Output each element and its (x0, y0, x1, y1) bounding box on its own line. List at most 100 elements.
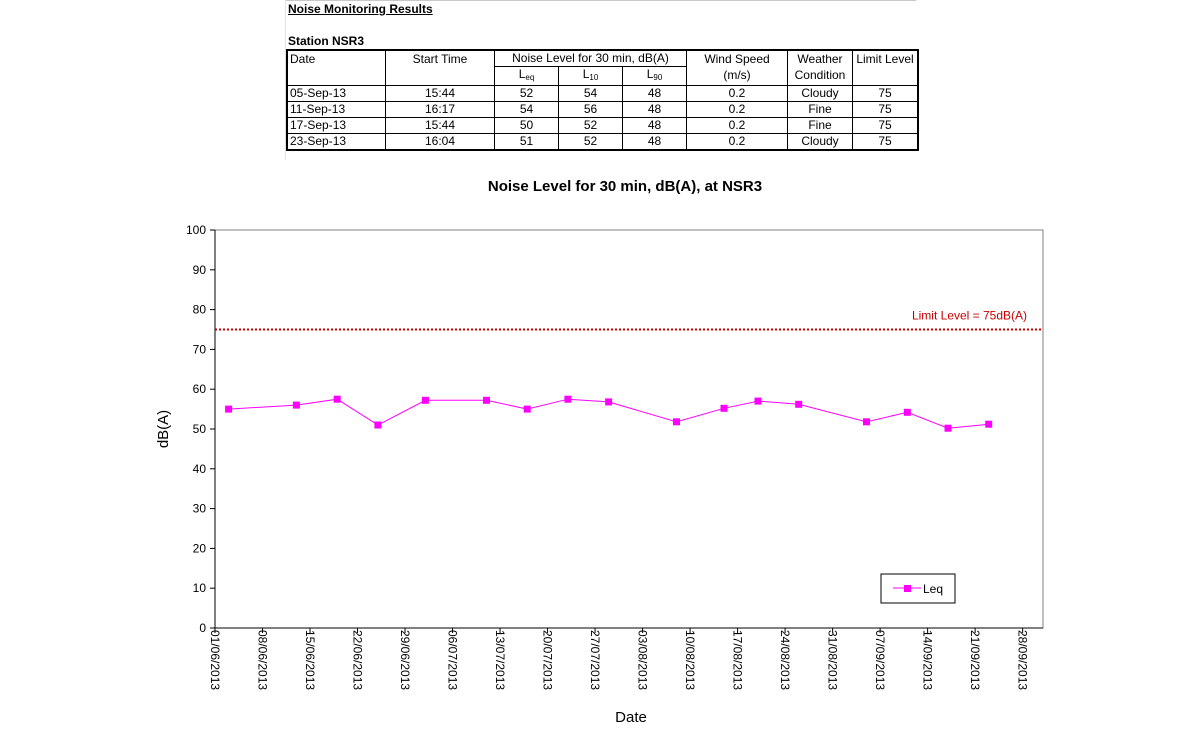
cell-leq: 51 (494, 133, 559, 151)
data-point (795, 400, 803, 408)
sheet-gridline (285, 0, 286, 160)
cell-limit: 75 (852, 117, 919, 134)
y-tick-label: 0 (199, 621, 206, 635)
plot-area (214, 229, 1044, 629)
data-point (720, 404, 728, 412)
l10-sub: 10 (589, 73, 599, 82)
x-axis-title: Date (615, 709, 647, 726)
x-tick-label: 20/07/2013 (541, 630, 555, 690)
l90-sub: 90 (653, 73, 663, 82)
y-tick-label: 20 (193, 541, 207, 555)
header-limit-level: Limit Level (852, 49, 919, 86)
header-l10: L10 (558, 66, 623, 86)
chart-legend: Leq (880, 573, 956, 604)
data-point (225, 405, 233, 413)
cell-weather: Cloudy (787, 85, 853, 102)
data-point (754, 397, 762, 405)
y-tick-label: 80 (193, 303, 207, 317)
table-row: 11-Sep-13 16:17 54 56 48 0.2 Fine 75 (286, 101, 919, 118)
cell-l90: 48 (622, 133, 687, 151)
data-point (863, 418, 870, 426)
x-tick-label: 31/08/2013 (826, 630, 840, 690)
series-layer (225, 395, 993, 432)
cell-wind: 0.2 (686, 85, 788, 102)
data-point (292, 401, 300, 409)
header-wind-line2: (m/s) (723, 68, 751, 82)
cell-l90: 48 (622, 117, 687, 134)
header-wind-speed: Wind Speed (m/s) (686, 49, 788, 86)
x-tick-label: 13/07/2013 (493, 630, 507, 690)
cell-leq: 52 (494, 85, 559, 102)
cell-l90: 48 (622, 101, 687, 118)
x-tick-label: 03/08/2013 (636, 630, 650, 690)
limit-level-layer: Limit Level = 75dB(A) (215, 309, 1043, 331)
data-point (523, 405, 531, 413)
x-tick-label: 06/07/2013 (446, 630, 460, 690)
table-row: 23-Sep-13 16:04 51 52 48 0.2 Cloudy 75 (286, 133, 919, 151)
cell-l90: 48 (622, 85, 687, 102)
table-header-row: Date Start Time Noise Level for 30 min, … (286, 49, 919, 86)
x-tick-label: 10/08/2013 (683, 630, 697, 690)
leq-sub: eq (525, 73, 535, 82)
cell-l10: 52 (558, 133, 623, 151)
cell-time: 15:44 (385, 117, 495, 134)
sheet-top-rule (286, 0, 916, 1)
cell-date: 17-Sep-13 (286, 117, 386, 134)
y-tick-label: 100 (186, 223, 206, 237)
y-axis-title: dB(A) (155, 410, 172, 448)
y-tick-label: 50 (193, 422, 207, 436)
limit-level-label: Limit Level = 75dB(A) (912, 309, 1027, 323)
cell-leq: 54 (494, 101, 559, 118)
x-tick-label: 07/09/2013 (873, 630, 887, 690)
header-start-time: Start Time (385, 49, 495, 86)
cell-wind: 0.2 (686, 133, 788, 151)
noise-level-chart: Noise Level for 30 min, dB(A), at NSR3 0… (155, 178, 1044, 726)
data-point (333, 395, 341, 403)
table-row: 05-Sep-13 15:44 52 54 48 0.2 Cloudy 75 (286, 85, 919, 102)
header-wind-line1: Wind Speed (704, 52, 770, 66)
header-weather-line2: Condition (794, 68, 846, 82)
cell-date: 11-Sep-13 (286, 101, 386, 118)
cell-limit: 75 (852, 85, 919, 102)
y-tick-label: 40 (193, 462, 207, 476)
cell-wind: 0.2 (686, 101, 788, 118)
cell-time: 15:44 (385, 85, 495, 102)
x-tick-label: 22/06/2013 (351, 630, 365, 690)
cell-wind: 0.2 (686, 117, 788, 134)
y-tick-label: 90 (193, 263, 207, 277)
cell-weather: Fine (787, 117, 853, 134)
x-tick-label: 28/09/2013 (1016, 630, 1030, 690)
data-point (605, 398, 613, 406)
data-point (564, 395, 572, 403)
data-point (985, 420, 993, 428)
x-tick-label: 15/06/2013 (303, 630, 317, 690)
x-tick-label: 29/06/2013 (398, 630, 412, 690)
x-tick-label: 21/09/2013 (968, 630, 982, 690)
legend-marker (904, 585, 911, 592)
header-weather-line1: Weather (797, 52, 843, 66)
x-tick-label: 17/08/2013 (731, 630, 745, 690)
leq-base: L (518, 67, 526, 81)
x-tick-label: 01/06/2013 (208, 630, 222, 690)
cell-l10: 52 (558, 117, 623, 134)
cell-limit: 75 (852, 133, 919, 151)
noise-results-table: Date Start Time Noise Level for 30 min, … (286, 49, 919, 151)
data-point (483, 396, 490, 404)
l10-base: L (582, 67, 590, 81)
data-point (673, 418, 680, 426)
y-tick-label: 60 (193, 382, 207, 396)
cell-leq: 50 (494, 117, 559, 134)
header-leq: Leq (494, 66, 559, 86)
cell-date: 05-Sep-13 (286, 85, 386, 102)
cell-limit: 75 (852, 101, 919, 118)
cell-weather: Cloudy (787, 133, 853, 151)
x-axis-ticks: 01/06/2013 08/06/2013 15/06/2013 22/06/2013… (208, 628, 1030, 690)
chart-title: Noise Level for 30 min, dB(A), at NSR3 (488, 178, 762, 195)
x-tick-label: 14/09/2013 (921, 630, 935, 690)
legend-label: Leq (923, 582, 943, 596)
header-l90: L90 (622, 66, 687, 86)
l90-base: L (646, 67, 654, 81)
x-tick-label: 24/08/2013 (778, 630, 792, 690)
y-axis-ticks: 0 10 20 30 40 50 60 70 80 90 100 (186, 223, 215, 635)
y-tick-label: 30 (193, 502, 207, 516)
